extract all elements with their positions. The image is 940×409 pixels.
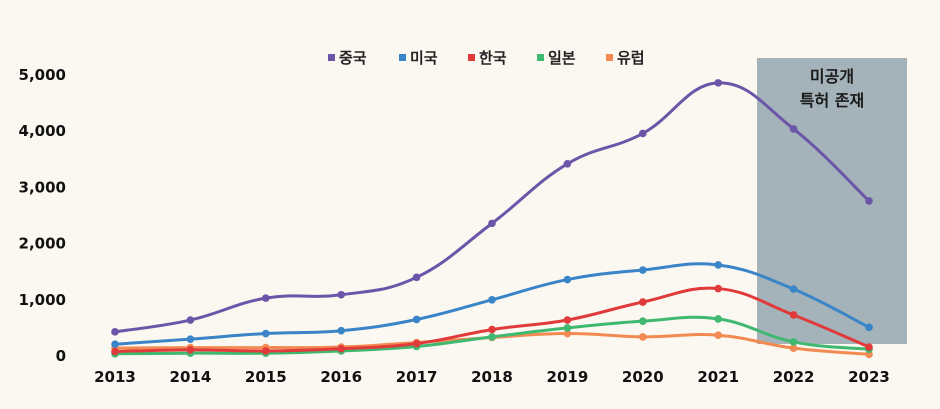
data-point	[789, 344, 798, 352]
data-point	[714, 261, 722, 269]
legend-label: 일본	[548, 49, 576, 67]
x-tick-label: 2015	[245, 368, 287, 386]
legend-swatch	[537, 54, 544, 61]
data-point	[412, 315, 421, 324]
data-point	[714, 331, 722, 340]
data-point	[639, 129, 647, 138]
data-point	[337, 344, 346, 353]
x-tick-label: 2014	[170, 368, 212, 386]
legend-item: 미국	[399, 49, 438, 67]
data-point	[262, 294, 270, 302]
data-point	[639, 298, 647, 306]
data-point	[563, 316, 572, 324]
unpublished-patent-region	[757, 58, 907, 344]
data-point	[488, 219, 496, 228]
legend: 중국 미국 한국 일본 유럽	[328, 49, 645, 67]
data-point	[865, 343, 873, 351]
annotation-label-line-2: 특허 존재	[800, 91, 864, 110]
legend-item: 한국	[468, 49, 507, 67]
legend-item: 일본	[537, 49, 576, 67]
data-point	[714, 284, 722, 293]
series-1	[111, 261, 873, 348]
data-point	[262, 329, 270, 338]
axes: 0 1,000 2,000 3,000 4,000 5,000 2013 2014 2015 20…	[19, 66, 890, 386]
series-2	[111, 284, 873, 356]
x-tick-label: 2023	[848, 368, 890, 386]
data-point	[111, 328, 119, 336]
data-point	[186, 316, 195, 324]
data-point	[337, 290, 346, 299]
x-tick-label: 2019	[547, 368, 589, 386]
legend-item: 유럽	[606, 49, 645, 67]
y-tick-label: 2,000	[19, 235, 66, 253]
data-point	[789, 311, 798, 319]
x-tick-label: 2016	[320, 368, 362, 386]
data-point	[111, 347, 119, 356]
data-point	[789, 338, 798, 346]
x-tick-label: 2018	[471, 368, 513, 386]
legend-swatch	[399, 54, 406, 61]
data-point	[639, 266, 647, 274]
data-point	[714, 79, 722, 87]
legend-label: 유럽	[617, 49, 645, 67]
legend-label: 중국	[339, 49, 367, 67]
legend-label: 한국	[479, 49, 507, 67]
data-point	[337, 326, 346, 335]
y-tick-label: 1,000	[19, 291, 66, 309]
x-tick-label: 2020	[622, 368, 664, 386]
data-point	[563, 275, 572, 284]
data-point	[488, 296, 496, 304]
y-tick-label: 3,000	[19, 178, 66, 196]
data-point	[488, 325, 496, 334]
data-point	[563, 159, 572, 168]
data-point	[639, 317, 647, 325]
data-point	[111, 340, 119, 348]
x-tick-label: 2013	[94, 368, 136, 386]
data-point	[186, 335, 195, 343]
legend-item: 중국	[328, 49, 367, 67]
annotation-layer: 미공개 특허 존재	[757, 58, 907, 344]
y-tick-label: 5,000	[19, 66, 66, 84]
data-point	[412, 339, 421, 348]
data-point	[412, 273, 421, 282]
x-tick-label: 2022	[773, 368, 815, 386]
data-point	[262, 347, 270, 355]
annotation-label-line-1: 미공개	[810, 67, 854, 86]
series-0	[111, 79, 873, 336]
x-tick-label: 2021	[697, 368, 739, 386]
data-point	[563, 324, 572, 332]
data-point	[789, 285, 798, 293]
data-point	[186, 346, 195, 354]
data-point	[865, 197, 873, 205]
data-point	[789, 125, 798, 133]
y-tick-label: 0	[56, 347, 66, 365]
data-point	[639, 333, 647, 341]
data-point	[865, 323, 873, 332]
series-line	[114, 81, 871, 334]
legend-swatch	[468, 54, 475, 61]
data-point	[488, 333, 496, 341]
data-point	[563, 329, 572, 338]
legend-label: 미국	[410, 49, 438, 67]
data-point	[714, 315, 722, 323]
legend-swatch	[606, 54, 613, 61]
series-layer	[111, 79, 873, 359]
legend-swatch	[328, 54, 335, 61]
y-tick-label: 4,000	[19, 122, 66, 140]
x-tick-label: 2017	[396, 368, 438, 386]
